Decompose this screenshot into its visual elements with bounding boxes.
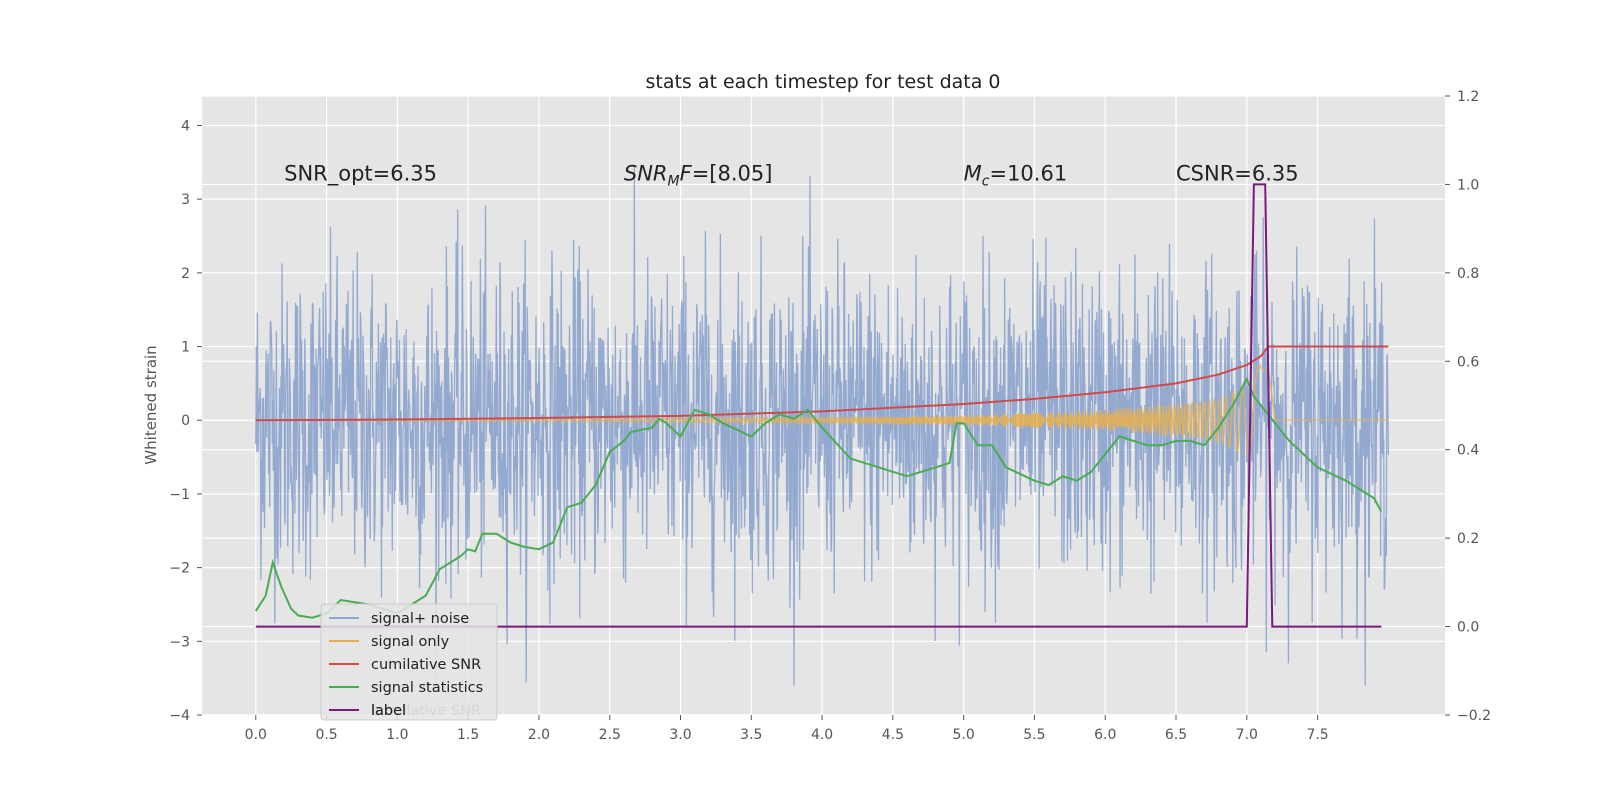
legend-label: signal only	[371, 634, 450, 650]
y-right-tick-label: 0.4	[1457, 443, 1479, 459]
y-right-tick-label: −0.2	[1457, 708, 1491, 724]
legend: signal+ noise signal only cumilative SNR si…	[320, 603, 498, 721]
y-tick-label: 4	[181, 118, 190, 134]
x-tick-label: 0.0	[245, 727, 267, 743]
y-tick-label: −4	[169, 708, 190, 724]
y-right-tick-label: 0.2	[1457, 531, 1479, 547]
series-line	[255, 345, 1389, 422]
y-tick-label: 0	[181, 413, 190, 429]
y-axis-label: Whitened strain	[142, 345, 160, 464]
legend-label: signal statistics	[371, 680, 483, 696]
x-tick-label: 0.5	[315, 727, 337, 743]
x-tick-label: 3.0	[669, 727, 691, 743]
y-tick-label: −2	[169, 561, 190, 577]
x-tick-label: 7.5	[1306, 727, 1328, 743]
legend-label: label	[371, 703, 406, 719]
x-tick-label: 1.5	[457, 727, 479, 743]
annotation-text: SNRMF=[8.05]	[624, 162, 773, 190]
legend-box	[320, 603, 498, 721]
x-tick-label: 2.5	[599, 727, 621, 743]
chart-title: stats at each timestep for test data 0	[645, 71, 1000, 93]
y-right-tick-label: 0.6	[1457, 354, 1479, 370]
y-tick-label: 2	[181, 266, 190, 282]
y-axis-right: 1.2 1.0 0.8 0.6 0.4 0.2 0.0 −0.2	[1445, 89, 1491, 724]
y-right-tick-label: 1.2	[1457, 89, 1479, 105]
annotation-tail: =10.61	[989, 162, 1067, 186]
annotations: SNR_opt=6.35 SNRMF=[8.05] Mc=10.61 CSNR=6.3…	[284, 162, 1299, 190]
annotation-text: CSNR=6.35	[1176, 162, 1299, 186]
annotation-subscript: c	[982, 174, 990, 190]
series-layer	[254, 166, 1390, 686]
series-cumilative-snr	[255, 345, 1389, 422]
annotation-subscript: M	[668, 174, 680, 190]
y-tick-label: 3	[181, 192, 190, 208]
series-line	[255, 183, 1382, 628]
series-line	[254, 376, 1383, 619]
y-tick-label: −1	[169, 487, 190, 503]
x-tick-label: 7.0	[1236, 727, 1258, 743]
legend-ghost-label: cumilative SNR	[371, 703, 481, 719]
series-label	[255, 183, 1382, 628]
y-tick-label: 1	[181, 340, 190, 356]
annotation-italic: F	[680, 162, 693, 186]
x-tick-label: 4.5	[882, 727, 904, 743]
y-right-tick-label: 0.8	[1457, 266, 1479, 282]
annotation-main: M	[964, 162, 982, 186]
x-tick-label: 3.5	[740, 727, 762, 743]
y-tick-label: −3	[169, 634, 190, 650]
x-axis: 0.0 0.5 1.0 1.5 2.0 2.5 3.0 3.5 4.0 4.5 5.0 5.5 6.0 6…	[245, 715, 1329, 743]
x-tick-label: 5.0	[953, 727, 975, 743]
x-tick-label: 5.5	[1023, 727, 1045, 743]
y-right-tick-label: 1.0	[1457, 177, 1479, 193]
legend-label: signal+ noise	[371, 611, 469, 627]
y-axis-left: 4 3 2 1 0 −1 −2 −3 −4	[169, 118, 202, 724]
annotation-text: Mc=10.61	[964, 162, 1068, 190]
annotation-main: SNR	[624, 162, 668, 186]
x-tick-label: 1.0	[386, 727, 408, 743]
series-signal-statistics	[254, 376, 1383, 619]
annotation-rest: =[8.05]	[692, 162, 773, 186]
annotation-tail: F=[8.05]	[680, 162, 773, 186]
legend-label-front: label	[371, 703, 406, 719]
x-tick-label: 4.0	[811, 727, 833, 743]
x-tick-label: 6.0	[1094, 727, 1116, 743]
y-right-tick-label: 0.0	[1457, 620, 1479, 636]
legend-label: cumilative SNR	[371, 657, 481, 673]
x-tick-label: 2.0	[528, 727, 550, 743]
x-tick-label: 6.5	[1165, 727, 1187, 743]
annotation-text: SNR_opt=6.35	[284, 162, 437, 187]
